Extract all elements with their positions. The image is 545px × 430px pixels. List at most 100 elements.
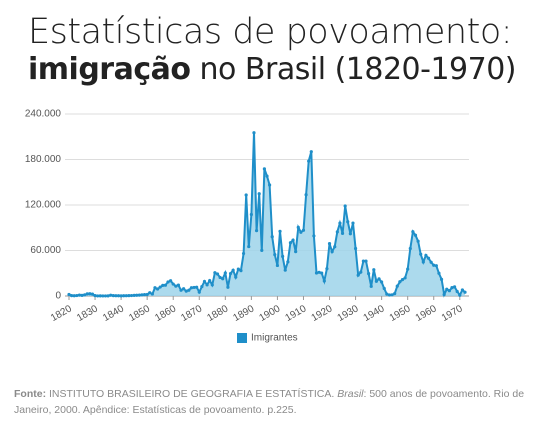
point (202, 279, 207, 284)
point (208, 278, 212, 283)
point (439, 277, 444, 281)
point (299, 230, 303, 234)
point (75, 293, 79, 298)
point (213, 271, 217, 275)
point (372, 268, 376, 272)
point (262, 167, 266, 171)
point (231, 268, 235, 272)
point (455, 289, 459, 294)
point (359, 270, 363, 274)
y-tick-label: 180.000 (25, 154, 62, 165)
point (116, 294, 121, 298)
x-tick-label: 1920 (310, 303, 335, 324)
point (268, 183, 272, 187)
point (132, 293, 136, 297)
x-tick-label: 1960 (414, 303, 439, 324)
point (254, 229, 259, 233)
point (382, 286, 386, 291)
point (340, 231, 345, 236)
point (182, 287, 186, 291)
point (281, 254, 285, 259)
point (103, 294, 108, 298)
title-rest: no Brasil (1820-1970) (199, 52, 517, 87)
source-italic: Brasil (337, 388, 364, 400)
point (403, 276, 407, 280)
point (426, 256, 431, 260)
point (77, 293, 82, 297)
point (218, 275, 222, 280)
point (270, 235, 274, 239)
legend-label: Imigrantes (251, 333, 298, 344)
point (460, 288, 464, 292)
point (200, 284, 204, 289)
x-tick-label: 1870 (179, 303, 204, 324)
point (221, 277, 225, 281)
point (335, 230, 339, 234)
x-tick-label: 1900 (257, 303, 282, 324)
point (197, 290, 201, 294)
point (398, 280, 402, 284)
point (385, 292, 389, 296)
point (174, 284, 178, 288)
legend-swatch (237, 333, 247, 343)
point (85, 292, 89, 296)
point (226, 285, 230, 289)
point (83, 293, 87, 297)
point (419, 252, 423, 256)
source-label: Fonte: (14, 388, 47, 400)
point (223, 271, 227, 275)
y-tick-label: 240.000 (25, 109, 62, 120)
point (400, 278, 405, 282)
point (338, 221, 342, 225)
x-tick-label: 1880 (205, 303, 230, 324)
y-tick-label: 120.000 (25, 200, 62, 211)
y-tick-label: 0 (55, 291, 61, 302)
point (153, 286, 157, 290)
point (356, 273, 360, 277)
x-tick-label: 1910 (284, 303, 309, 324)
point (106, 294, 110, 298)
point (90, 292, 95, 296)
point (301, 228, 306, 232)
point (390, 293, 394, 297)
point (166, 280, 170, 284)
point (111, 294, 115, 298)
point (67, 292, 71, 297)
point (260, 248, 264, 252)
point (236, 267, 240, 271)
point (265, 174, 269, 178)
point (124, 294, 128, 298)
point (387, 293, 392, 297)
point (416, 239, 420, 243)
point (304, 193, 308, 197)
point (374, 279, 379, 283)
point (377, 277, 381, 281)
point (205, 283, 209, 287)
point (142, 293, 147, 297)
point (312, 234, 316, 238)
point (307, 159, 311, 163)
point (145, 292, 149, 297)
point (369, 284, 373, 288)
point (452, 285, 457, 289)
point (322, 279, 326, 283)
point (294, 249, 298, 254)
point (184, 289, 188, 293)
point (348, 232, 352, 236)
point (109, 293, 113, 297)
point (361, 259, 365, 263)
point (80, 293, 84, 297)
point (171, 282, 175, 286)
point (445, 287, 449, 291)
point (127, 294, 131, 298)
title-line: Estatísticas de povoamento: (28, 12, 513, 52)
point (96, 294, 100, 298)
point (273, 252, 277, 257)
point (129, 293, 134, 298)
point (192, 285, 196, 290)
point (333, 245, 337, 249)
point (364, 259, 368, 263)
source: Fonte: INSTITUTO BRASILEIRO DE GEOGRAFIA… (14, 386, 534, 418)
point (257, 192, 261, 196)
x-tick-label: 1860 (153, 303, 178, 324)
